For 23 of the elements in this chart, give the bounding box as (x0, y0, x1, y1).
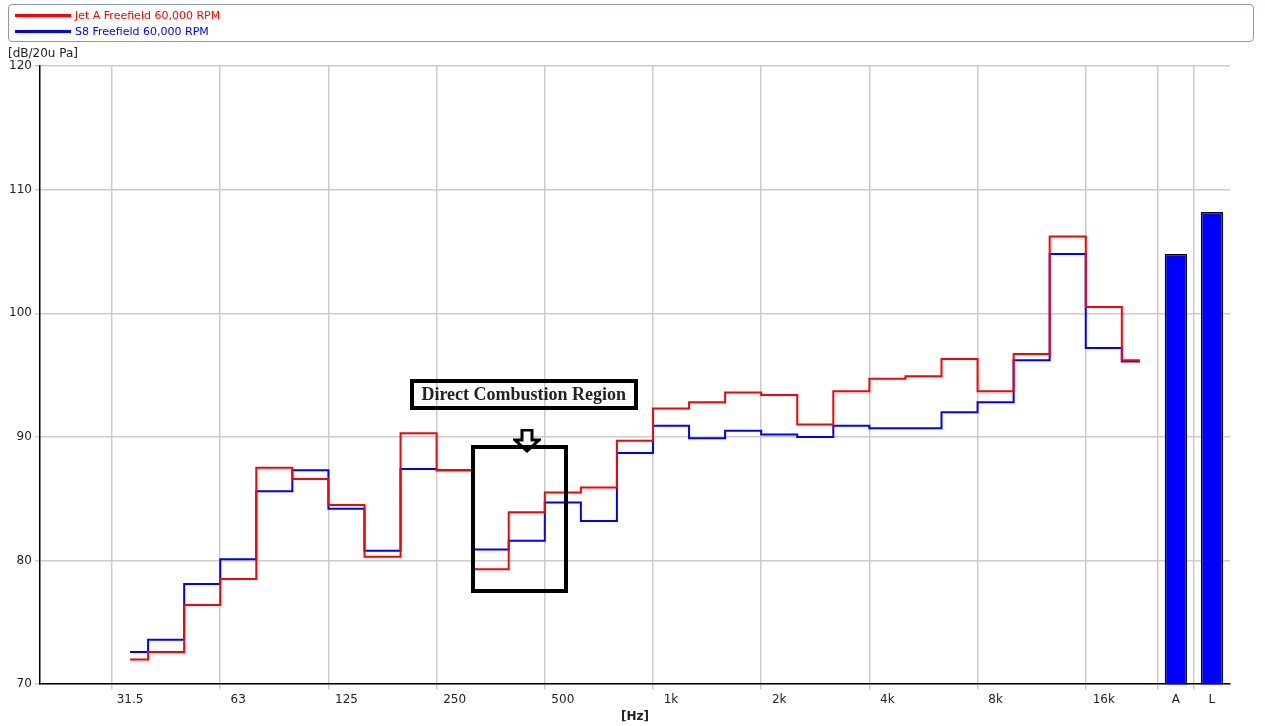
annotation: Direct Combustion Region (409, 378, 638, 410)
y-tick-label: 110 (9, 181, 32, 196)
x-tick-label: 1k (663, 691, 679, 706)
x-tick-label: L (1208, 691, 1216, 706)
x-tick-label: 4k (880, 691, 895, 706)
y-tick-label: 70 (16, 676, 32, 691)
x-tick-label: 16k (1092, 691, 1115, 706)
x-tick-label: 63 (230, 691, 246, 706)
y-tick-label: 90 (16, 429, 32, 444)
y-axis-title: [dB/20u Pa] (8, 46, 78, 61)
y-tick-label: 100 (9, 305, 32, 320)
x-axis-title: [Hz] (620, 708, 649, 723)
x-tick-label: 2k (771, 691, 787, 706)
x-tick-label: 250 (443, 691, 467, 706)
x-tick-label: A (1171, 691, 1181, 706)
y-tick-label: 80 (16, 552, 32, 567)
y-tick-label: 120 (9, 58, 32, 73)
text: S8 Freefield 60,000 RPM (75, 24, 209, 38)
x-tick-label: 31.5 (116, 691, 144, 706)
x-tick-label: 8k (988, 691, 1003, 706)
text: Jet A Freefield 60,000 RPM (75, 8, 221, 22)
x-tick-label: 500 (551, 691, 575, 706)
x-tick-label: 125 (334, 691, 358, 706)
